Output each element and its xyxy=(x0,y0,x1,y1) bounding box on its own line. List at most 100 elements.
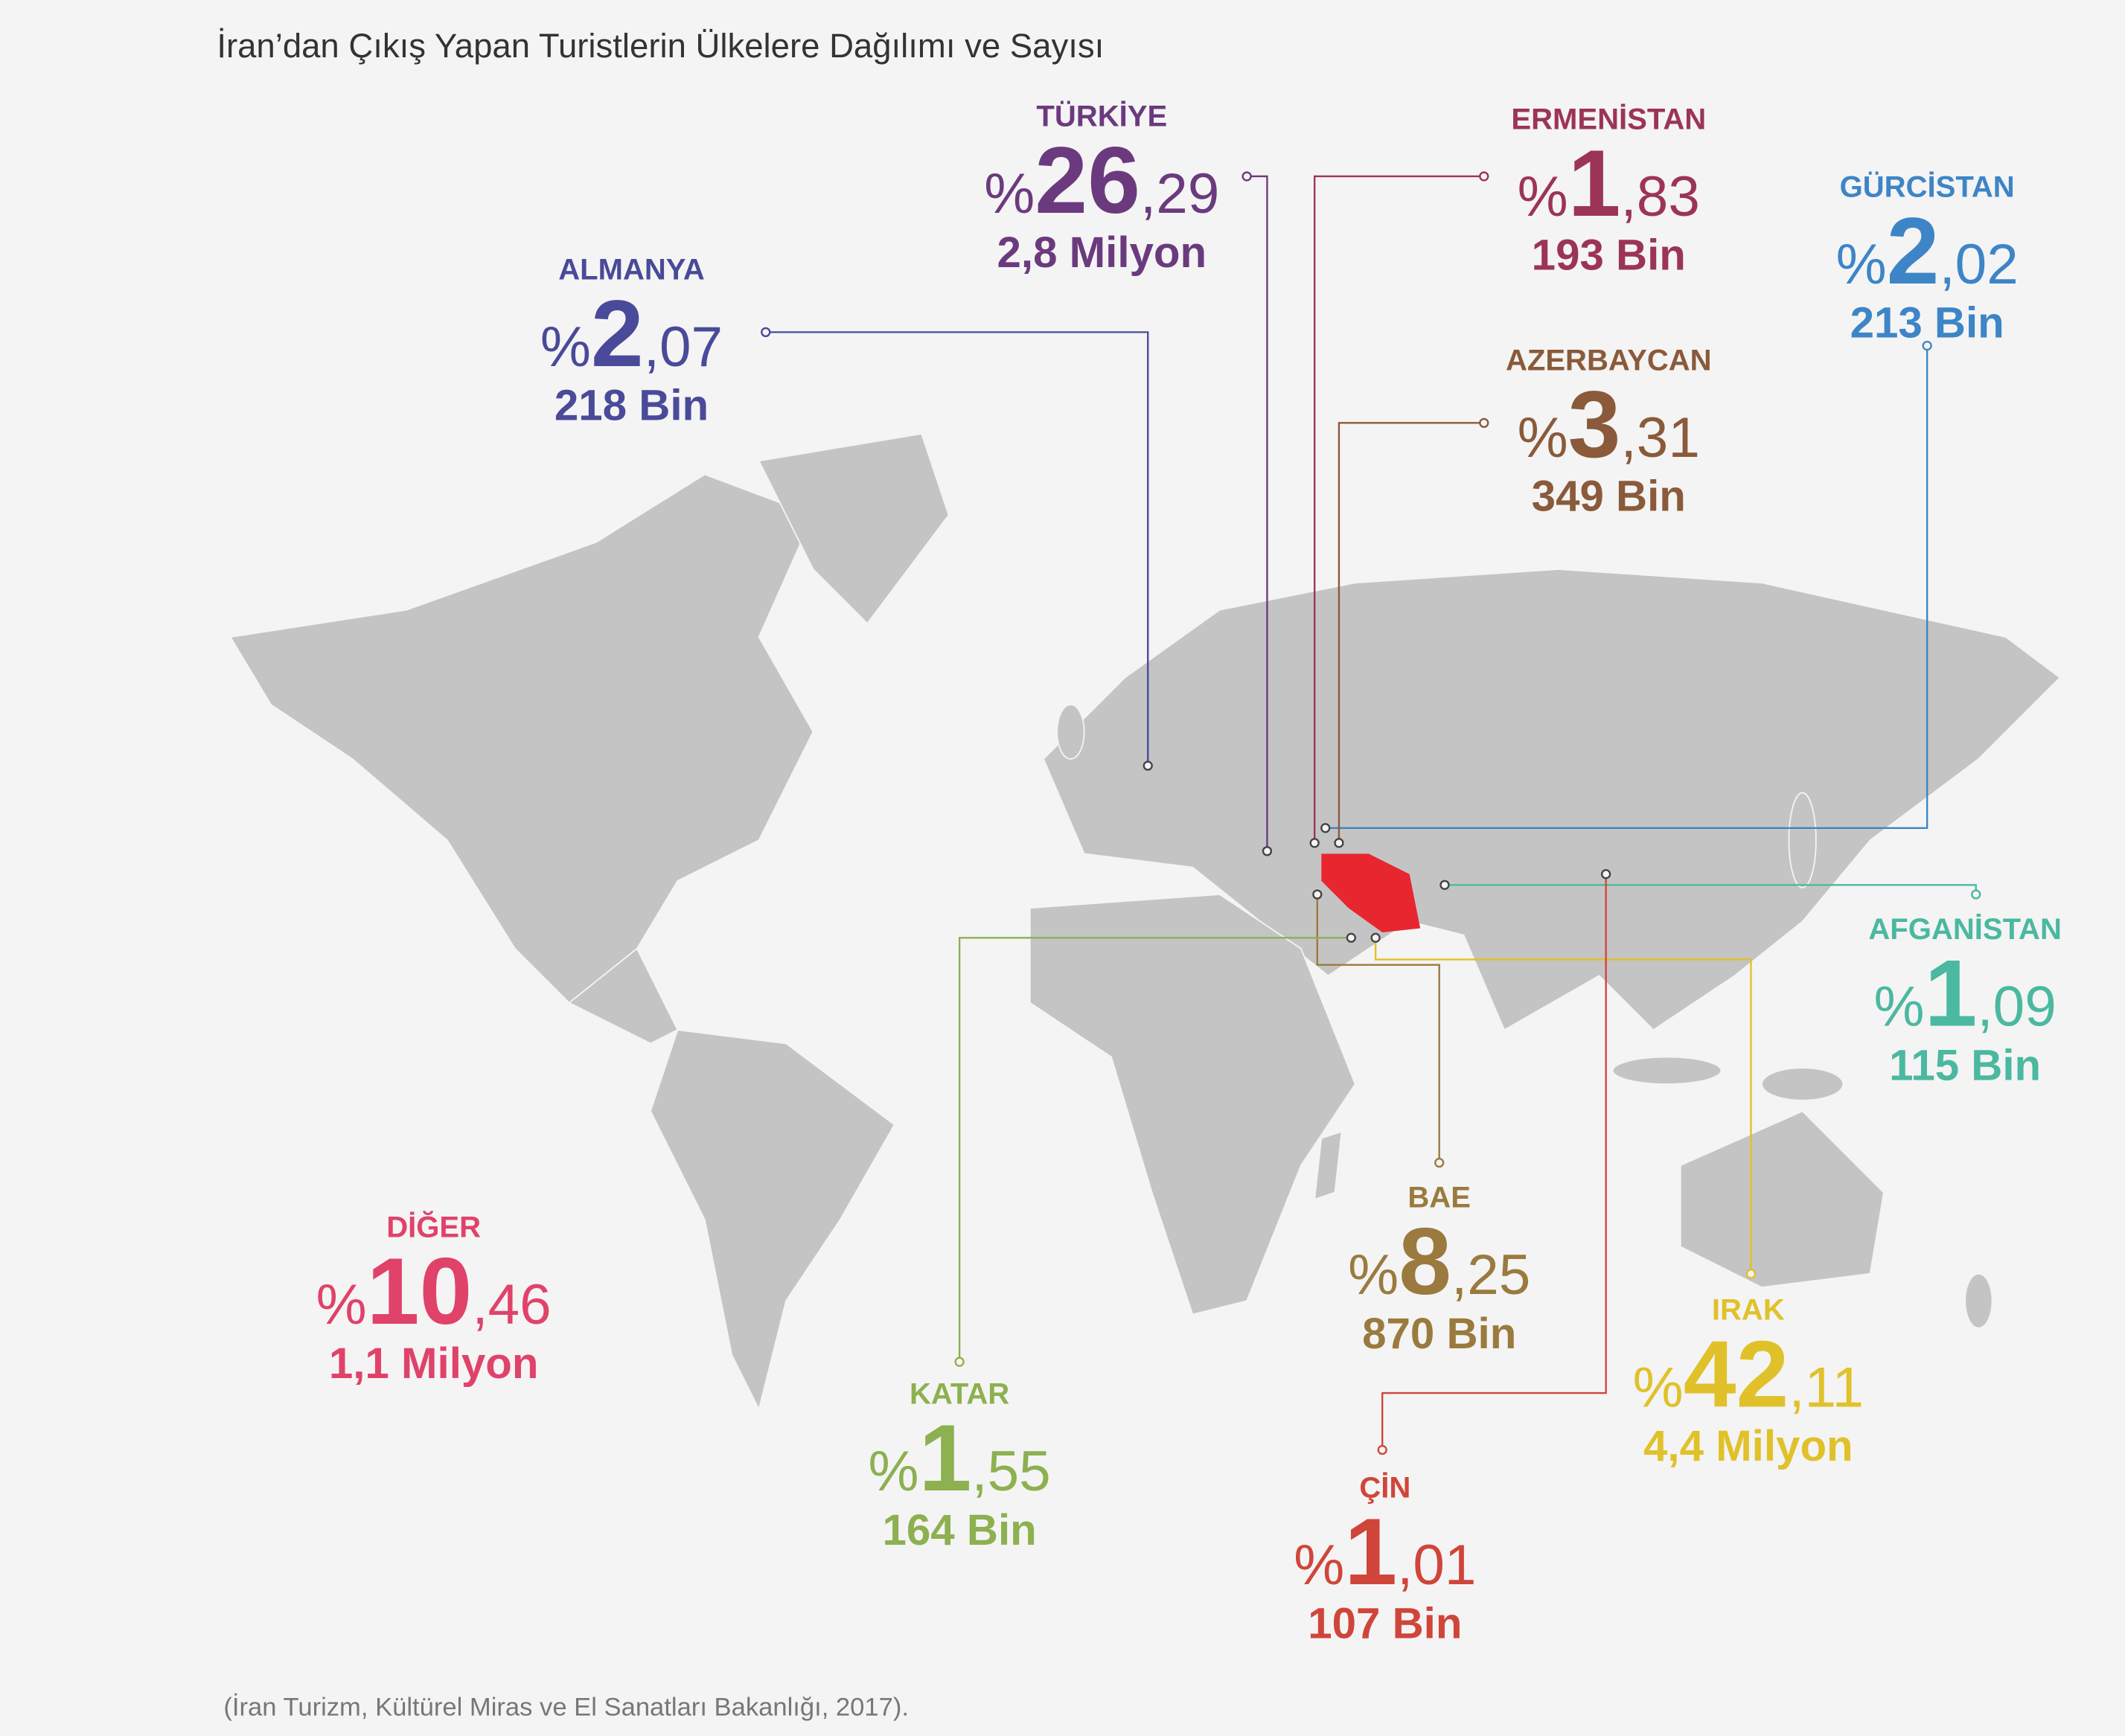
percentage: %3,31 xyxy=(1518,372,1700,478)
leader-dot xyxy=(1479,417,1489,429)
percent-whole: 1 xyxy=(1925,941,1978,1047)
country-name: KATAR xyxy=(910,1378,1009,1411)
percent-fraction: ,46 xyxy=(472,1273,551,1336)
percentage: %8,25 xyxy=(1348,1209,1530,1315)
country-name: AZERBAYCAN xyxy=(1506,344,1712,377)
africa xyxy=(1029,894,1356,1316)
tourist-count: 107 Bin xyxy=(1308,1600,1462,1648)
south-america xyxy=(649,1029,895,1412)
percent-sign: % xyxy=(316,1273,367,1336)
percent-whole: 42 xyxy=(1684,1322,1789,1427)
leader-dot xyxy=(1320,823,1331,833)
country-name: ALMANYA xyxy=(558,253,705,286)
percent-sign: % xyxy=(984,162,1035,225)
percent-sign: % xyxy=(1518,406,1568,470)
percent-fraction: ,83 xyxy=(1621,165,1700,228)
leader-line xyxy=(765,331,1149,766)
leader-line xyxy=(1381,874,1607,1450)
madagascar xyxy=(1314,1130,1343,1200)
percent-whole: 2 xyxy=(1887,199,1940,304)
leader-dot xyxy=(1143,760,1153,771)
percent-fraction: ,11 xyxy=(1789,1356,1864,1419)
percentage: %26,29 xyxy=(984,128,1219,234)
greenland xyxy=(758,432,950,625)
leader-line xyxy=(1313,175,1484,843)
tourist-count: 115 Bin xyxy=(1889,1041,2041,1089)
percent-fraction: ,09 xyxy=(1977,976,2056,1039)
iran xyxy=(1321,853,1421,932)
percent-sign: % xyxy=(1294,1534,1344,1597)
leader-dot xyxy=(1370,932,1381,943)
percentage: %2,02 xyxy=(1836,199,2019,304)
percent-whole: 1 xyxy=(1344,1499,1397,1605)
leader-dot xyxy=(1745,1269,1757,1279)
country-name: TÜRKİYE xyxy=(1036,100,1167,133)
new-zealand xyxy=(1964,1272,1993,1329)
country-name: ERMENİSTAN xyxy=(1511,103,1706,135)
percent-fraction: ,25 xyxy=(1451,1243,1530,1307)
leader-dot xyxy=(954,1357,965,1367)
percent-sign: % xyxy=(1836,233,1887,296)
tourist-count: 193 Bin xyxy=(1532,231,1686,280)
leader-dot xyxy=(1434,1157,1445,1168)
percentage: %1,83 xyxy=(1518,131,1700,237)
percentage: %1,01 xyxy=(1294,1499,1476,1605)
labels: TÜRKİYE%26,292,8 MilyonERMENİSTAN%1,8319… xyxy=(316,100,2062,1648)
leaders xyxy=(761,171,1981,1455)
country-name: GÜRCİSTAN xyxy=(1840,170,2015,203)
japan xyxy=(1788,792,1817,888)
leader-dot xyxy=(1242,171,1252,182)
tourist-count: 870 Bin xyxy=(1362,1310,1516,1358)
leader-line xyxy=(1374,938,1752,1274)
tourist-count: 213 Bin xyxy=(1850,299,2004,347)
leader-dot xyxy=(1312,889,1323,900)
percentage: %1,55 xyxy=(869,1406,1051,1511)
country-name: DİĞER xyxy=(386,1210,481,1244)
leader-line xyxy=(1325,345,1929,829)
country-name: BAE xyxy=(1407,1182,1471,1214)
leader-line xyxy=(958,937,1352,1362)
percent-sign: % xyxy=(1348,1243,1399,1307)
percent-sign: % xyxy=(540,316,591,379)
source: (İran Turizm, Kültürel Miras ve El Sanat… xyxy=(223,1692,909,1721)
australia xyxy=(1679,1110,1885,1288)
leader-dot xyxy=(1971,889,1981,900)
leader-dot xyxy=(1377,1444,1387,1455)
percentage: %2,07 xyxy=(540,281,723,387)
country-name: AFGANİSTAN xyxy=(1868,913,2062,946)
percent-sign: % xyxy=(1518,165,1568,228)
title: İran’dan Çıkış Yapan Turistlerin Ülkeler… xyxy=(217,27,1104,65)
percent-fraction: ,07 xyxy=(644,316,723,379)
tourist-count: 218 Bin xyxy=(555,382,709,430)
leader-line xyxy=(1316,894,1440,1163)
leader-dot xyxy=(1479,171,1489,182)
leader-dot xyxy=(1262,846,1273,856)
tourist-count: 164 Bin xyxy=(883,1506,1037,1554)
percent-fraction: ,31 xyxy=(1621,406,1700,470)
north-america xyxy=(229,473,814,1004)
percent-fraction: ,55 xyxy=(971,1440,1050,1503)
country-name: IRAK xyxy=(1712,1294,1785,1327)
leader-dot xyxy=(1439,880,1450,890)
new-guinea xyxy=(1761,1067,1844,1101)
uk xyxy=(1056,704,1085,760)
indonesia xyxy=(1611,1056,1722,1085)
country-name: ÇİN xyxy=(1359,1471,1410,1504)
percent-sign: % xyxy=(1633,1356,1684,1419)
percent-fraction: ,01 xyxy=(1397,1534,1476,1597)
leader-dot xyxy=(1600,869,1611,880)
leader-dot xyxy=(1346,932,1356,943)
percentage: %10,46 xyxy=(316,1239,552,1345)
tourist-count: 4,4 Milyon xyxy=(1643,1422,1853,1470)
tourist-count: 349 Bin xyxy=(1532,473,1686,521)
leader-dot xyxy=(761,327,771,338)
percent-fraction: ,29 xyxy=(1140,162,1219,225)
percent-whole: 10 xyxy=(367,1239,473,1345)
percentage: %42,11 xyxy=(1633,1322,1864,1427)
tourist-count: 1,1 Milyon xyxy=(329,1339,539,1388)
world-map xyxy=(229,432,2061,1412)
percent-sign: % xyxy=(869,1440,919,1503)
percent-whole: 8 xyxy=(1399,1209,1451,1315)
